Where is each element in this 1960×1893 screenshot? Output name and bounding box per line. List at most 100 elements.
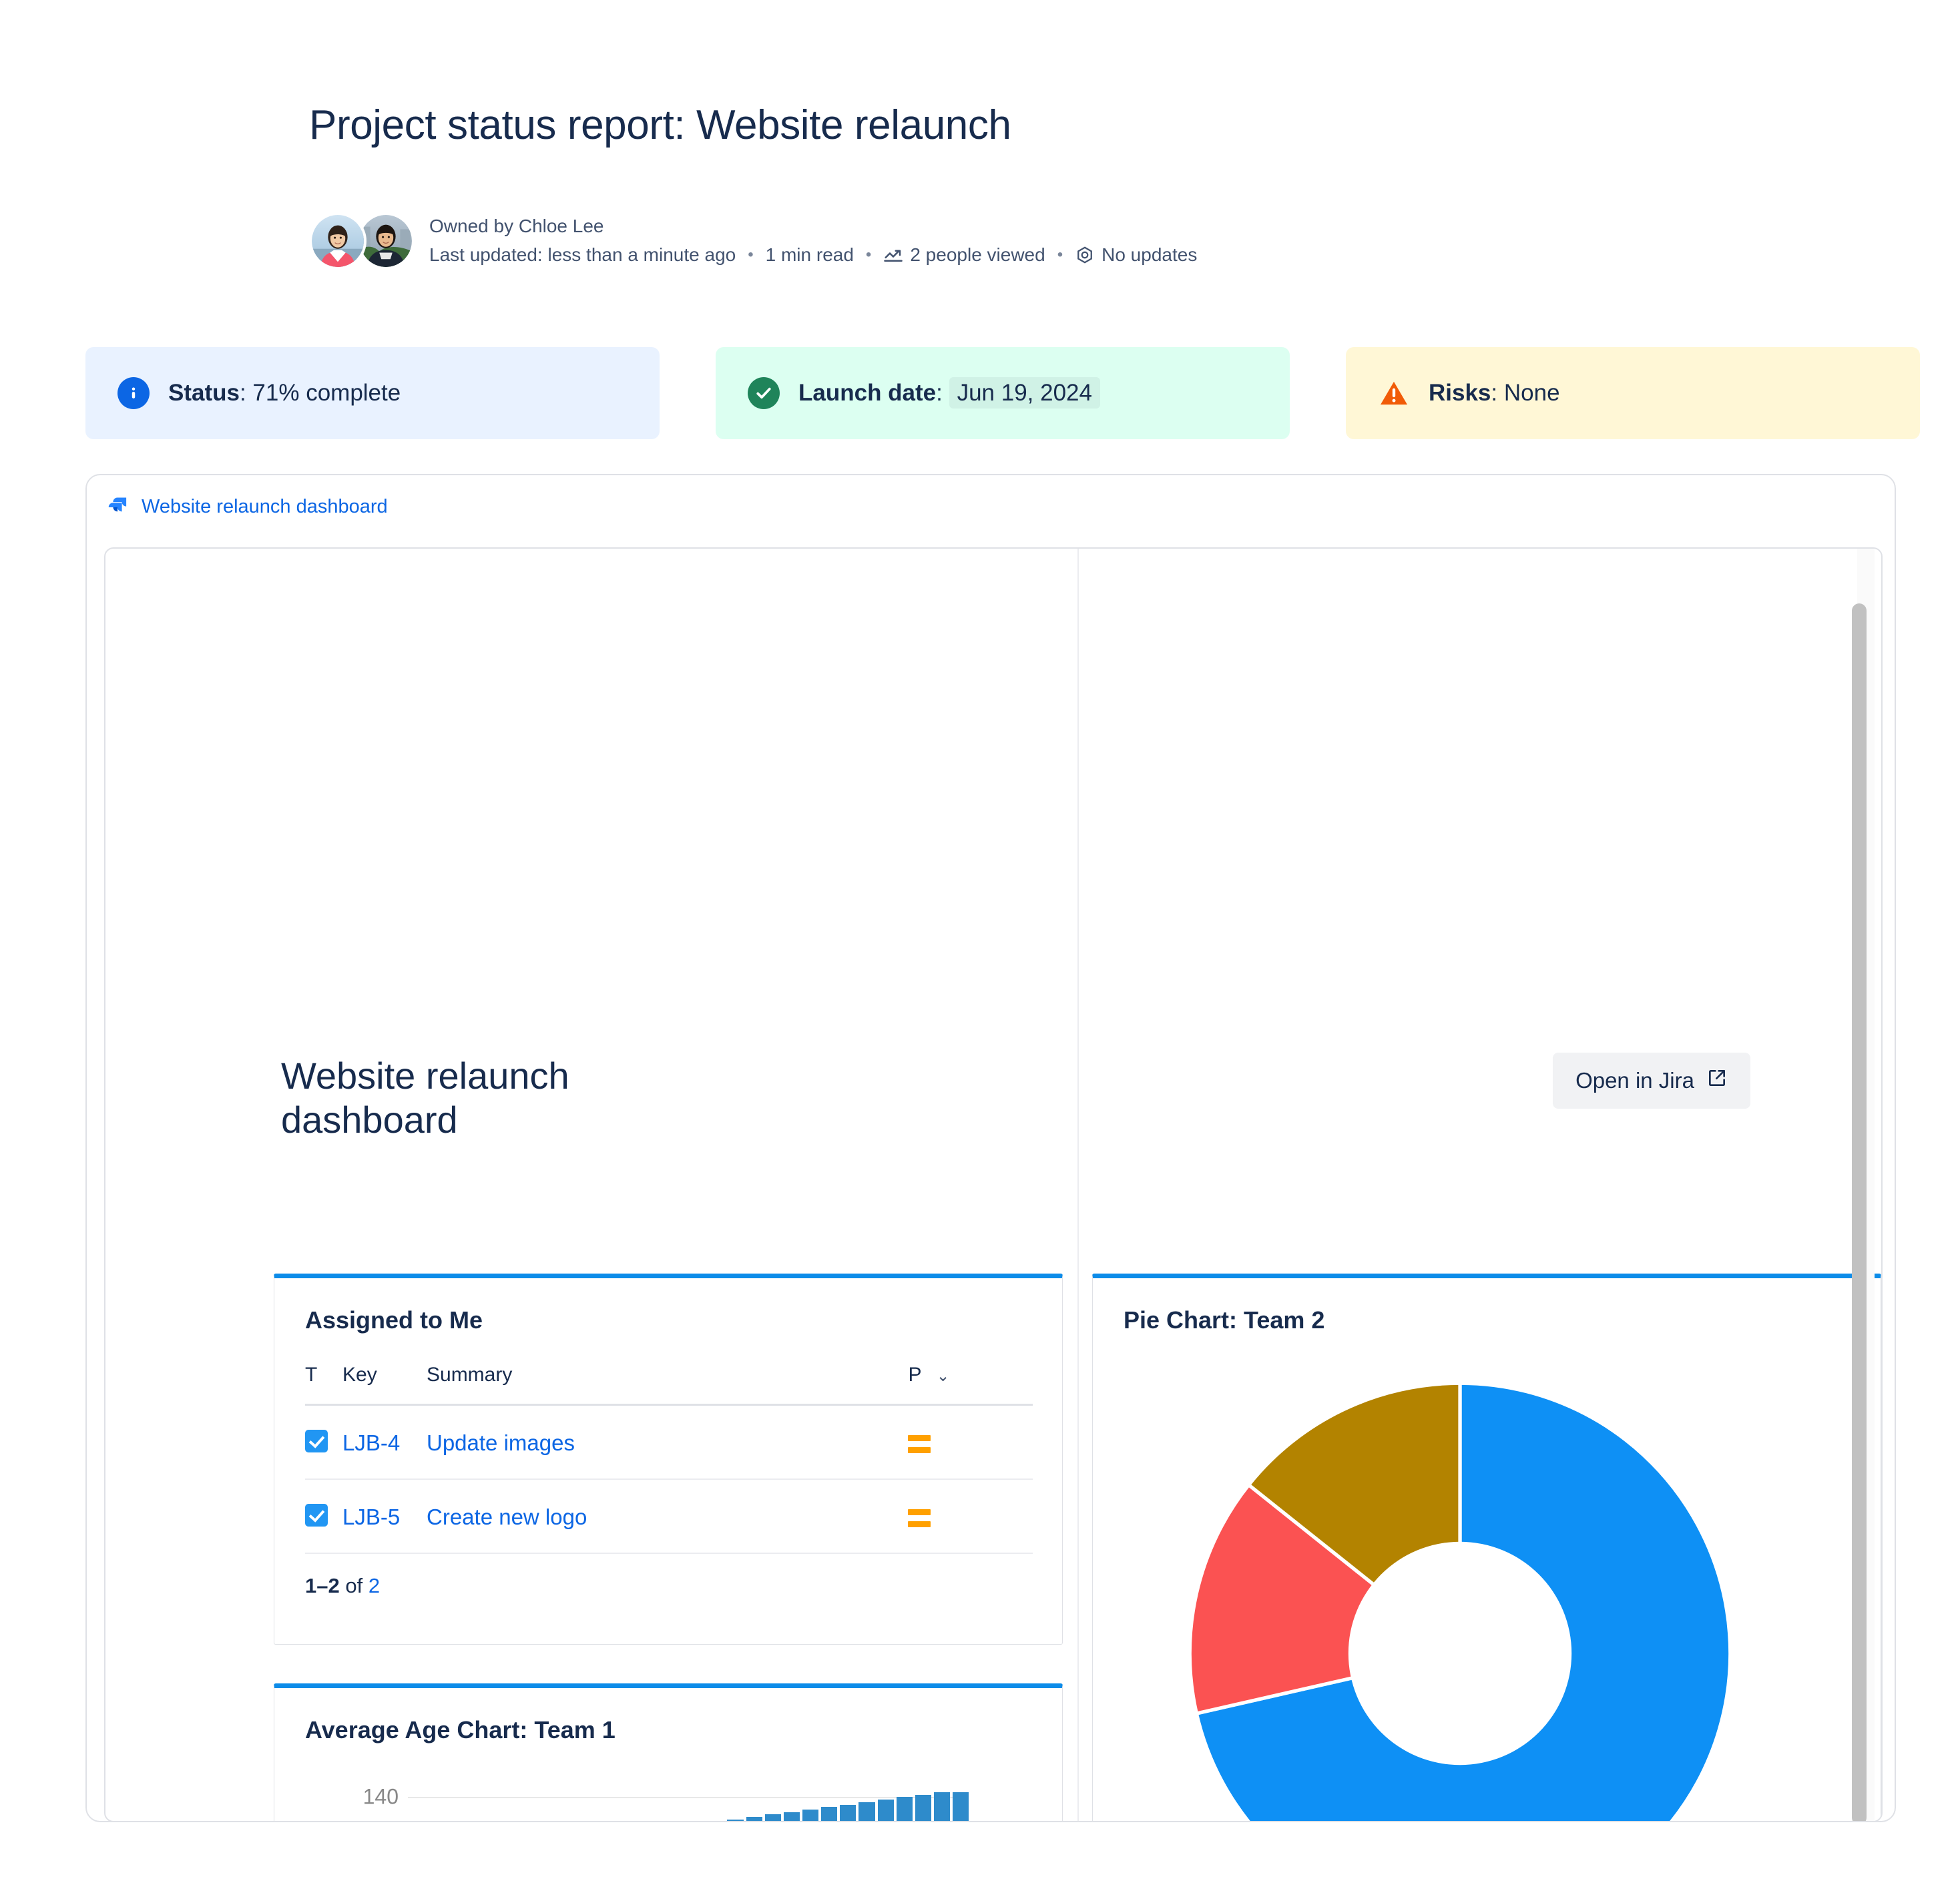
embed-scrollbar-thumb[interactable] xyxy=(1852,603,1867,1821)
bar[interactable] xyxy=(933,1792,951,1821)
cell-type xyxy=(305,1404,342,1480)
pager-total-link[interactable]: 2 xyxy=(368,1574,381,1597)
bar[interactable] xyxy=(802,1810,819,1821)
avatar-group xyxy=(309,212,415,270)
status-card-status: Status: 71% complete xyxy=(85,347,660,439)
table-row: LJB-4 Update images xyxy=(305,1404,1033,1480)
issue-summary-link[interactable]: Create new logo xyxy=(427,1504,587,1529)
issue-key-link[interactable]: LJB-4 xyxy=(342,1430,401,1455)
meta-row: Last updated: less than a minute ago • 1… xyxy=(429,245,1197,265)
cell-priority xyxy=(908,1479,1033,1554)
info-icon xyxy=(117,377,150,409)
meta-separator-3: • xyxy=(1057,246,1063,264)
bar[interactable] xyxy=(746,1817,762,1821)
status-donut-chart xyxy=(1166,1360,1754,1821)
avg-age-gadget-title: Average Age Chart: Team 1 xyxy=(305,1716,616,1743)
pager-of: of xyxy=(339,1574,369,1597)
jira-dashboard-panel: Website relaunch dashboard Website relau… xyxy=(85,474,1896,1822)
warning-icon xyxy=(1378,377,1410,409)
risks-card-sep: : xyxy=(1491,380,1504,406)
external-link-icon xyxy=(1706,1067,1728,1094)
status-card-risks: Risks: None xyxy=(1346,347,1920,439)
column-divider xyxy=(1077,549,1079,1821)
issue-key-link[interactable]: LJB-5 xyxy=(342,1504,401,1529)
assigned-issues-table: T Key Summary P ⌄ LJB-4 Update images xyxy=(305,1364,1033,1554)
pie-gadget-title: Pie Chart: Team 2 xyxy=(1124,1306,1325,1334)
cell-type xyxy=(305,1479,342,1554)
status-card-sep: : xyxy=(239,380,253,406)
table-header-row: T Key Summary P ⌄ xyxy=(305,1364,1033,1406)
open-in-jira-label: Open in Jira xyxy=(1575,1068,1694,1093)
column-header-key[interactable]: Key xyxy=(342,1364,427,1406)
assigned-gadget-title: Assigned to Me xyxy=(305,1306,483,1334)
cell-key: LJB-5 xyxy=(342,1479,427,1554)
views-label: 2 people viewed xyxy=(910,244,1045,265)
risks-card-value: None xyxy=(1503,380,1560,406)
assigned-pagination: 1–2 of 2 xyxy=(274,1554,1062,1598)
risks-card-label: Risks xyxy=(1429,380,1491,406)
priority-medium-icon xyxy=(908,1435,931,1453)
donut-svg xyxy=(1188,1381,1732,1821)
last-updated: Last updated: less than a minute ago xyxy=(429,244,736,265)
bar[interactable] xyxy=(727,1819,744,1821)
dashboard-content: Website relaunch dashboard Open in Jira … xyxy=(105,549,1881,1821)
bar[interactable] xyxy=(764,1814,781,1821)
meta-separator-2: • xyxy=(865,246,872,264)
byline: Owned by Chloe Lee Last updated: less th… xyxy=(309,212,1197,270)
cell-summary: Create new logo xyxy=(427,1479,909,1554)
average-age-bar-chart: Days 020406080100120140 7-May14-May21-Ma… xyxy=(334,1772,1002,1821)
task-checkbox-icon xyxy=(305,1430,328,1452)
status-card-row: Status: 71% complete Launch date: Jun 19… xyxy=(85,347,1920,439)
page-title: Project status report: Website relaunch xyxy=(309,102,1011,148)
dashboard-title: Website relaunch dashboard xyxy=(281,1055,569,1141)
updates-label: No updates xyxy=(1101,244,1198,265)
status-card-label: Status xyxy=(168,380,240,406)
bar[interactable] xyxy=(859,1802,875,1821)
trend-chart-icon xyxy=(883,245,903,265)
panel-header: Website relaunch dashboard xyxy=(87,475,1895,519)
bar[interactable] xyxy=(821,1807,838,1821)
meta-separator-1: • xyxy=(748,246,754,264)
bar[interactable] xyxy=(896,1797,913,1821)
bar[interactable] xyxy=(877,1800,894,1821)
launch-card-label: Launch date xyxy=(798,380,937,406)
avatar-image-2 xyxy=(360,215,412,267)
updates-status[interactable]: No updates xyxy=(1075,245,1197,265)
open-in-jira-button[interactable]: Open in Jira xyxy=(1553,1053,1750,1109)
status-card-launch-date: Launch date: Jun 19, 2024 xyxy=(716,347,1290,439)
cell-key: LJB-4 xyxy=(342,1404,427,1480)
priority-medium-icon xyxy=(908,1509,931,1527)
bar[interactable] xyxy=(840,1804,856,1821)
jira-icon xyxy=(105,494,131,519)
panel-header-link[interactable]: Website relaunch dashboard xyxy=(142,495,388,517)
bar[interactable] xyxy=(953,1792,969,1821)
bar[interactable] xyxy=(915,1794,931,1821)
embed-scrollbar-track[interactable] xyxy=(1852,549,1875,1821)
bar-series xyxy=(408,1772,969,1821)
issue-summary-link[interactable]: Update images xyxy=(427,1430,575,1455)
avatar-chloe-lee[interactable] xyxy=(309,212,366,270)
y-tick-label: 140 xyxy=(362,1784,399,1809)
watch-target-icon xyxy=(1075,245,1095,265)
column-header-type[interactable]: T xyxy=(305,1364,342,1406)
gadget-assigned-to-me: Assigned to Me T Key Summary P ⌄ LJ xyxy=(274,1274,1063,1645)
launch-card-sep: : xyxy=(936,380,949,406)
risks-card-text: Risks: None xyxy=(1429,380,1560,407)
avatar-image-1 xyxy=(312,215,364,267)
gadget-pie-chart: Pie Chart: Team 2 Status Total Issues: 7… xyxy=(1092,1274,1881,1821)
views-count[interactable]: 2 people viewed xyxy=(883,245,1045,265)
column-header-priority[interactable]: P ⌄ xyxy=(908,1364,1033,1406)
embedded-dashboard-frame: Website relaunch dashboard Open in Jira … xyxy=(104,547,1883,1821)
cell-summary: Update images xyxy=(427,1404,909,1480)
bar[interactable] xyxy=(783,1812,800,1821)
column-header-summary[interactable]: Summary xyxy=(427,1364,909,1406)
status-card-text: Status: 71% complete xyxy=(168,380,401,407)
read-time: 1 min read xyxy=(765,244,854,265)
owner-label: Owned by Chloe Lee xyxy=(429,216,604,236)
pager-range: 1–2 xyxy=(305,1574,340,1597)
check-circle-icon xyxy=(748,377,780,409)
cell-priority xyxy=(908,1404,1033,1480)
launch-date-chip[interactable]: Jun 19, 2024 xyxy=(949,377,1100,409)
column-header-priority-label: P xyxy=(908,1364,922,1386)
chart-plot-area xyxy=(408,1772,969,1821)
